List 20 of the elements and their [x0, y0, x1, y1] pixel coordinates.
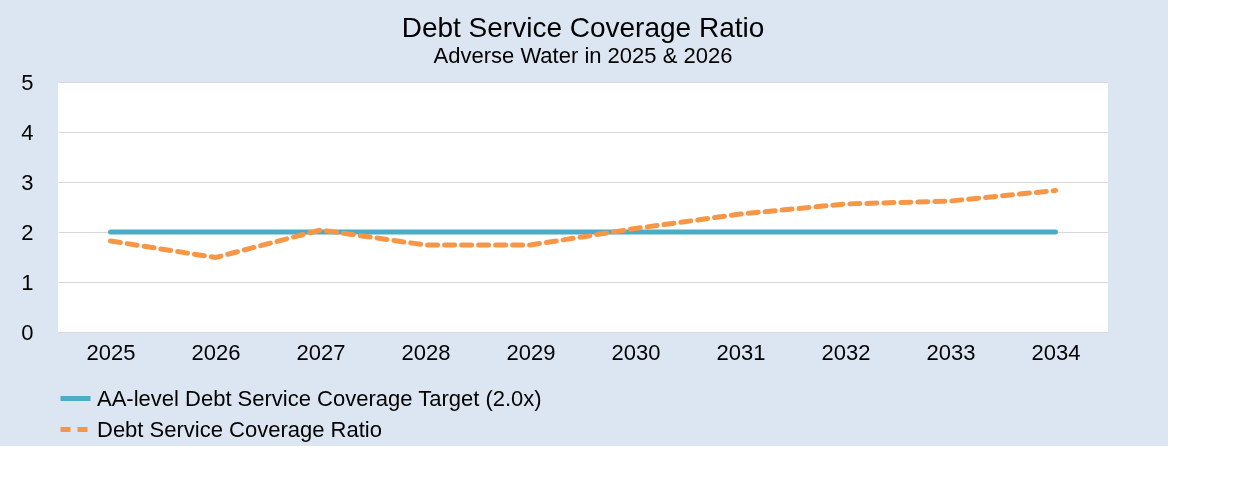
y-tick-label: 0	[21, 319, 34, 345]
x-tick-label: 2032	[821, 339, 871, 365]
x-tick-label: 2034	[1031, 339, 1081, 365]
x-tick-label: 2029	[506, 339, 556, 365]
x-tick-label: 2027	[296, 339, 346, 365]
x-tick-label: 2026	[191, 339, 241, 365]
x-tick-label: 2031	[716, 339, 766, 365]
x-tick-label: 2028	[401, 339, 451, 365]
y-tick-label: 2	[21, 219, 34, 245]
x-tick-label: 2033	[926, 339, 976, 365]
legend-label: Debt Service Coverage Ratio	[97, 416, 382, 442]
y-tick-label: 4	[21, 119, 34, 145]
y-tick-label: 5	[21, 69, 34, 95]
x-tick-label: 2030	[611, 339, 661, 365]
x-tick-label: 2025	[86, 339, 136, 365]
y-tick-label: 3	[21, 169, 34, 195]
legend-label: AA-level Debt Service Coverage Target (2.0x)	[97, 385, 542, 411]
chart-subtitle: Adverse Water in 2025 & 2026	[433, 43, 733, 68]
y-tick-label: 1	[21, 269, 34, 295]
chart-title: Debt Service Coverage Ratio	[401, 12, 765, 43]
